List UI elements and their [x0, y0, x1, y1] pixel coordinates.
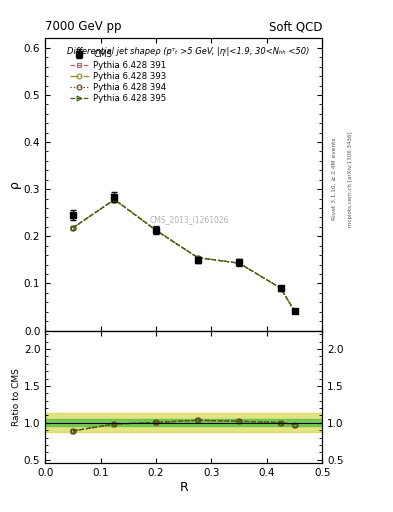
X-axis label: R: R: [179, 481, 188, 494]
Text: mcplots.cern.ch [arXiv:1306.3436]: mcplots.cern.ch [arXiv:1306.3436]: [348, 132, 353, 227]
Line: Pythia 6.428 393: Pythia 6.428 393: [70, 197, 297, 314]
Pythia 6.428 391: [278, 285, 283, 291]
Text: Rivet 3.1.10, ≥ 2.4M events: Rivet 3.1.10, ≥ 2.4M events: [332, 138, 337, 221]
Pythia 6.428 394: [154, 227, 158, 233]
Legend: CMS, Pythia 6.428 391, Pythia 6.428 393, Pythia 6.428 394, Pythia 6.428 395: CMS, Pythia 6.428 391, Pythia 6.428 393,…: [68, 48, 168, 105]
Pythia 6.428 394: [71, 225, 75, 231]
Line: Pythia 6.428 395: Pythia 6.428 395: [70, 197, 297, 314]
Y-axis label: Ratio to CMS: Ratio to CMS: [12, 368, 21, 426]
Pythia 6.428 394: [195, 254, 200, 261]
Text: Differential jet shapeρ (pᵀₜ >5 GeV, |ηʲ|<1.9, 30<Nₕₕ <50): Differential jet shapeρ (pᵀₜ >5 GeV, |ηʲ…: [67, 47, 310, 56]
Bar: [45, 419, 322, 426]
Pythia 6.428 393: [71, 225, 75, 231]
Pythia 6.428 393: [154, 227, 158, 233]
Pythia 6.428 393: [278, 285, 283, 291]
Pythia 6.428 393: [195, 254, 200, 261]
Pythia 6.428 393: [292, 308, 297, 314]
Pythia 6.428 391: [112, 197, 117, 203]
Pythia 6.428 393: [112, 197, 117, 203]
Pythia 6.428 391: [71, 225, 75, 231]
Pythia 6.428 395: [154, 227, 158, 233]
Pythia 6.428 395: [195, 254, 200, 261]
Bar: [45, 413, 322, 432]
Pythia 6.428 391: [292, 308, 297, 314]
Pythia 6.428 391: [237, 260, 241, 266]
Text: 7000 GeV pp: 7000 GeV pp: [45, 20, 122, 33]
Pythia 6.428 394: [237, 260, 241, 266]
Pythia 6.428 391: [154, 228, 158, 234]
Text: Soft QCD: Soft QCD: [269, 20, 322, 33]
Pythia 6.428 395: [237, 260, 241, 266]
Line: Pythia 6.428 391: Pythia 6.428 391: [70, 197, 297, 314]
Pythia 6.428 391: [195, 254, 200, 261]
Pythia 6.428 395: [278, 285, 283, 291]
Line: Pythia 6.428 394: Pythia 6.428 394: [70, 197, 297, 314]
Pythia 6.428 395: [292, 308, 297, 314]
Y-axis label: ρ: ρ: [8, 181, 21, 188]
Pythia 6.428 395: [71, 225, 75, 231]
Pythia 6.428 394: [292, 308, 297, 314]
Pythia 6.428 394: [278, 285, 283, 291]
Pythia 6.428 394: [112, 197, 117, 203]
Pythia 6.428 395: [112, 197, 117, 203]
Text: CMS_2013_I1261026: CMS_2013_I1261026: [149, 215, 229, 224]
Pythia 6.428 393: [237, 260, 241, 266]
